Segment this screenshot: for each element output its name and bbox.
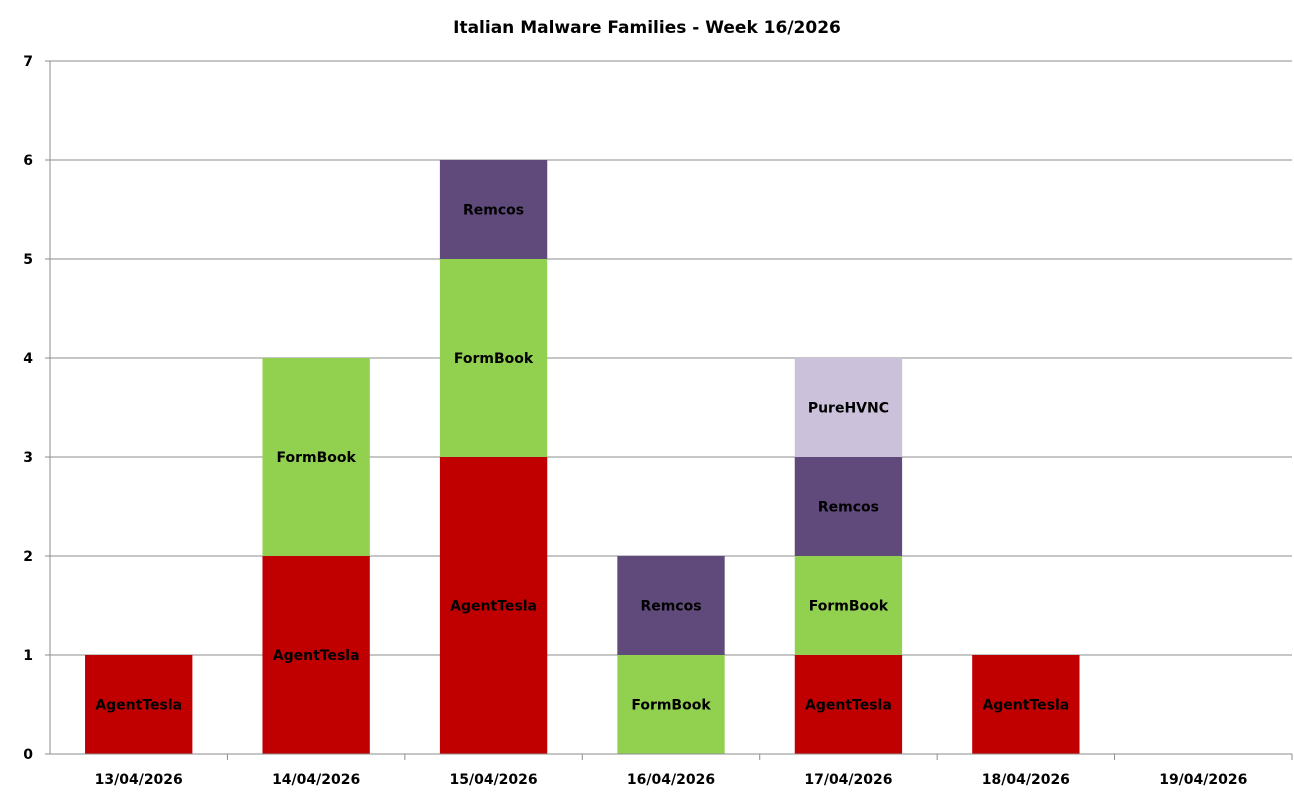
x-tick-label: 15/04/2026 bbox=[449, 772, 537, 788]
bar-segment-remcos bbox=[794, 457, 903, 556]
data-label: Remcos bbox=[640, 599, 701, 615]
x-tick-label: 18/04/2026 bbox=[982, 772, 1070, 788]
bar-segment-agenttesla bbox=[972, 655, 1080, 754]
x-tick-label: 19/04/2026 bbox=[1159, 772, 1247, 788]
data-label: AgentTesla bbox=[450, 599, 537, 615]
data-label: FormBook bbox=[809, 599, 889, 615]
y-tick-label: 1 bbox=[23, 648, 33, 664]
x-tick-label: 13/04/2026 bbox=[95, 772, 183, 788]
data-label: Remcos bbox=[463, 203, 524, 219]
y-tick-label: 4 bbox=[23, 351, 33, 367]
bar-segment-formbook bbox=[617, 655, 725, 754]
bar-segment-agenttesla bbox=[794, 655, 903, 754]
data-label: Remcos bbox=[818, 500, 879, 516]
bar-segment-formbook bbox=[794, 556, 903, 655]
y-tick-label: 5 bbox=[23, 252, 33, 268]
data-label: AgentTesla bbox=[982, 698, 1069, 714]
bar-segment-agenttesla bbox=[85, 655, 193, 754]
data-label: FormBook bbox=[454, 351, 534, 367]
y-tick-label: 6 bbox=[23, 153, 33, 169]
x-tick-label: 14/04/2026 bbox=[272, 772, 360, 788]
data-label: FormBook bbox=[276, 450, 356, 466]
bar-segment-remcos bbox=[439, 160, 548, 259]
y-tick-label: 2 bbox=[23, 549, 33, 565]
x-tick-label: 16/04/2026 bbox=[627, 772, 715, 788]
bar-segment-remcos bbox=[617, 556, 725, 655]
bar-segment-formbook bbox=[439, 259, 548, 457]
data-label: AgentTesla bbox=[95, 698, 182, 714]
x-tick-label: 17/04/2026 bbox=[804, 772, 892, 788]
data-label: AgentTesla bbox=[805, 698, 892, 714]
bar-segment-agenttesla bbox=[439, 457, 548, 754]
bar-segment-purehvnc bbox=[794, 358, 903, 457]
data-label: PureHVNC bbox=[808, 401, 889, 417]
y-tick-label: 0 bbox=[23, 747, 33, 763]
bar-segment-formbook bbox=[262, 358, 370, 556]
data-label: AgentTesla bbox=[273, 648, 360, 664]
y-tick-label: 3 bbox=[23, 450, 33, 466]
bar-segment-agenttesla bbox=[262, 556, 370, 754]
y-tick-label: 7 bbox=[23, 54, 33, 70]
chart-title: Italian Malware Families - Week 16/2026 bbox=[453, 18, 841, 38]
data-label: FormBook bbox=[631, 698, 711, 714]
